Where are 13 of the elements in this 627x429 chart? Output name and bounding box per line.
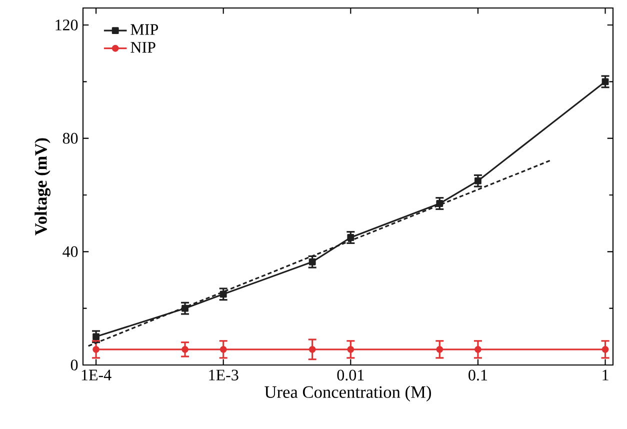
- y-tick-label: 120: [56, 20, 78, 30]
- x-tick-label: 0.1: [468, 370, 488, 381]
- y-tick-label: 0: [70, 360, 78, 370]
- y-axis-title: Voltage (mV): [34, 138, 50, 236]
- legend-label: NIP: [130, 42, 156, 53]
- x-axis-title: Urea Concentration (M): [264, 386, 431, 402]
- y-tick-label: 80: [62, 132, 78, 144]
- x-tick-label: 1: [602, 370, 608, 380]
- x-tick-label: 1E-4: [82, 370, 112, 380]
- legend-label: MIP: [130, 24, 158, 35]
- x-tick-label: 0.01: [337, 370, 364, 381]
- y-tick-label: 40: [62, 246, 78, 258]
- x-tick-label: 1E-3: [209, 370, 238, 380]
